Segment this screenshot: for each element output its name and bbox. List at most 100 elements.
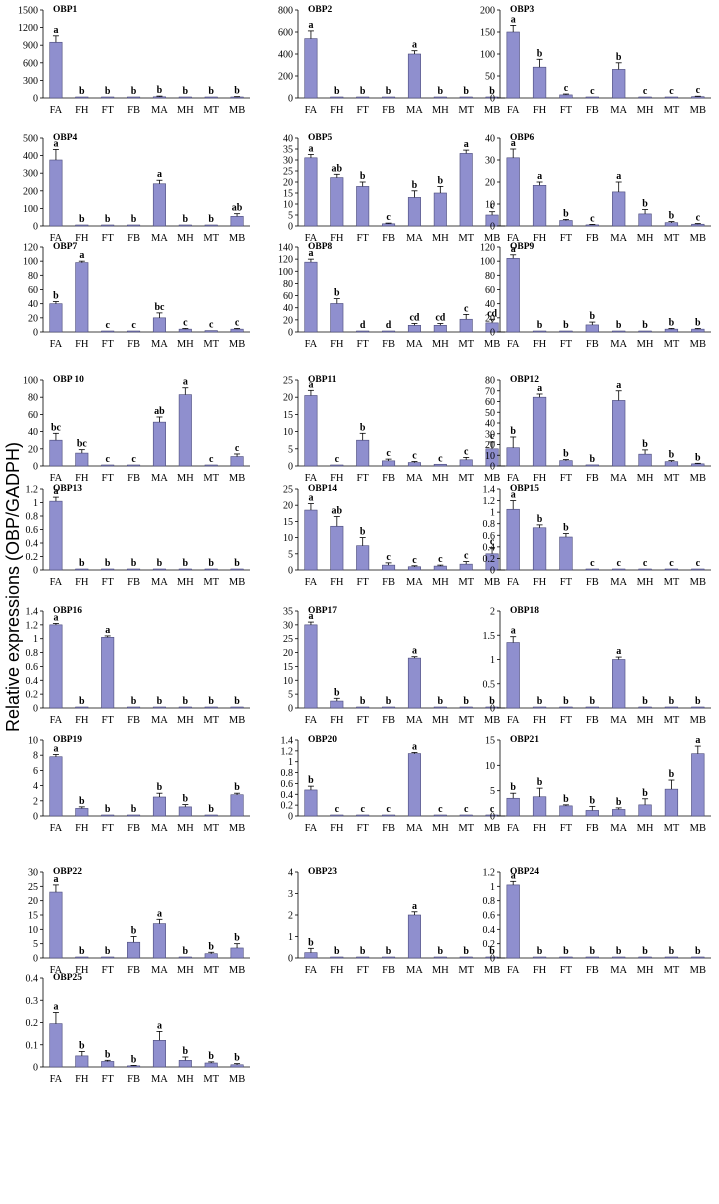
significance-label: c (490, 804, 495, 815)
x-tick-label: MA (406, 577, 423, 588)
y-tick-label: 40 (28, 427, 38, 438)
x-tick-label: FT (102, 1074, 115, 1085)
y-tick-label: 1200 (18, 23, 38, 34)
chart-panel-10: 0 20 40 60 80 100 OBP 10 bc FA bc FH c FT c FB ab MA a MH c… (23, 375, 250, 484)
y-tick-label: 2 (490, 607, 495, 618)
bar-MA (152, 923, 166, 959)
bar-MA (152, 421, 166, 467)
bar-MB (230, 1064, 244, 1068)
significance-label: a (308, 493, 313, 504)
x-tick-label: MT (458, 965, 474, 976)
bar-MB (230, 794, 244, 817)
x-tick-label: MH (177, 577, 194, 588)
bar-FT (559, 805, 573, 817)
x-tick-label: FH (75, 473, 89, 484)
x-tick-label: FB (382, 473, 395, 484)
y-tick-label: 20 (283, 501, 293, 512)
bar-MH (638, 96, 652, 99)
bar-MB (691, 223, 705, 227)
y-tick-label: 10 (485, 451, 495, 462)
significance-label: a (511, 626, 516, 637)
significance-label: b (642, 199, 648, 210)
y-tick-label: 40 (485, 419, 495, 430)
significance-label: c (412, 451, 417, 462)
y-tick-label: 1.5 (483, 631, 496, 642)
significance-label: b (360, 86, 366, 97)
x-tick-label: MB (229, 1074, 245, 1085)
bar-FB (585, 706, 599, 709)
x-tick-label: MA (151, 965, 168, 976)
y-tick-label: 1 (288, 757, 293, 768)
x-tick-label: FB (382, 965, 395, 976)
y-tick-label: 20 (283, 393, 293, 404)
y-tick-label: 0 (288, 566, 293, 577)
y-tick-label: 0 (288, 94, 293, 105)
y-tick-label: 4 (288, 868, 293, 879)
significance-label: b (489, 696, 495, 707)
bar-MB (691, 956, 705, 959)
x-tick-label: MT (664, 105, 680, 116)
significance-label: c (386, 448, 391, 459)
significance-label: c (696, 213, 701, 224)
chart-title: OBP3 (510, 5, 535, 15)
chart-title: OBP11 (308, 375, 337, 385)
x-tick-label: MH (637, 233, 654, 244)
significance-label: bc (51, 422, 62, 433)
x-tick-label: FA (50, 105, 63, 116)
y-tick-label: 0.8 (483, 519, 496, 530)
y-tick-label: 900 (23, 41, 38, 52)
y-tick-label: 100 (480, 257, 495, 268)
chart-title: OBP23 (308, 867, 337, 877)
significance-label: b (537, 48, 543, 59)
significance-label: c (412, 555, 417, 566)
y-tick-label: 0.8 (281, 768, 294, 779)
bar-FB (127, 224, 141, 227)
y-tick-label: 5 (288, 549, 293, 560)
bar-MT (204, 464, 218, 467)
y-tick-label: 0 (33, 1063, 38, 1074)
bar-MT (204, 953, 218, 959)
x-tick-label: MH (637, 339, 654, 350)
x-tick-label: MT (203, 823, 219, 834)
significance-label: a (53, 1001, 58, 1012)
x-tick-label: MH (177, 823, 194, 834)
bar-FT (559, 460, 573, 467)
y-tick-label: 0 (33, 222, 38, 233)
significance-label: b (131, 804, 137, 815)
significance-label: b (79, 86, 85, 97)
x-tick-label: FT (102, 105, 115, 116)
y-tick-label: 10 (28, 736, 38, 747)
significance-label: b (79, 558, 85, 569)
bar-MB (230, 706, 244, 709)
y-tick-label: 100 (23, 204, 38, 215)
x-tick-label: FH (75, 965, 89, 976)
x-tick-label: FH (330, 965, 344, 976)
bar-MT (204, 1062, 218, 1068)
bar-FT (101, 637, 115, 709)
bar-MT (664, 788, 679, 817)
x-tick-label: MA (610, 823, 627, 834)
significance-label: c (464, 804, 469, 815)
bar-FA (49, 500, 63, 571)
x-tick-label: FA (305, 823, 318, 834)
bar-MT (664, 706, 679, 709)
x-tick-label: FB (127, 715, 140, 726)
x-tick-label: MB (484, 965, 500, 976)
significance-label: c (590, 558, 595, 569)
x-tick-label: FT (102, 965, 115, 976)
bar-FA (304, 261, 318, 333)
bar-MB (230, 456, 244, 467)
significance-label: c (464, 303, 469, 314)
significance-label: a (511, 138, 516, 149)
bar-MB (485, 96, 499, 99)
significance-label: b (183, 86, 189, 97)
x-tick-label: FA (50, 473, 63, 484)
bar-MA (612, 69, 626, 99)
y-tick-label: 300 (23, 169, 38, 180)
x-tick-label: FH (330, 823, 344, 834)
x-tick-label: FH (330, 105, 344, 116)
x-tick-label: FB (586, 473, 599, 484)
